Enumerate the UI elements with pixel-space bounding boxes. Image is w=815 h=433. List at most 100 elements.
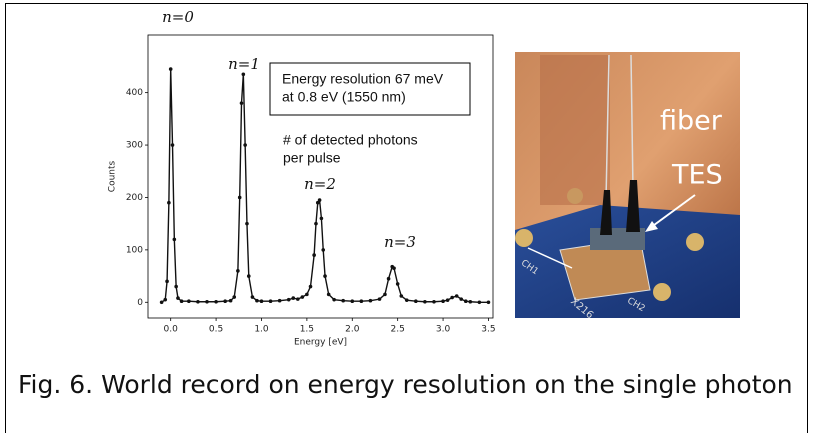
data-point <box>486 300 491 305</box>
x-tick-label: 0.0 <box>164 325 179 335</box>
data-point <box>377 297 382 301</box>
frame <box>5 3 808 433</box>
data-point <box>214 299 218 304</box>
data-point <box>477 300 482 305</box>
copper-block <box>540 55 610 205</box>
data-point <box>350 299 355 304</box>
data-point <box>268 299 273 304</box>
y-tick-label: 0 <box>137 298 143 308</box>
data-point <box>383 292 387 297</box>
photo-label: fiber <box>660 106 723 137</box>
data-point <box>187 299 191 304</box>
screw <box>686 233 704 251</box>
textbox-line: Energy resolution 67 meV <box>282 71 444 87</box>
data-point <box>399 294 404 298</box>
data-point <box>286 297 291 302</box>
data-point <box>163 297 168 302</box>
screw <box>515 229 533 247</box>
arrow <box>527 247 573 269</box>
y-tick-label: 400 <box>126 88 143 98</box>
data-point <box>319 216 324 221</box>
data-point <box>305 292 309 297</box>
data-point <box>259 299 264 304</box>
data-point <box>170 143 175 147</box>
x-tick-label: 2.0 <box>345 325 360 335</box>
data-point <box>174 284 178 289</box>
plot-frame <box>147 34 494 319</box>
data-point <box>386 276 391 281</box>
textbox-frame <box>269 62 471 116</box>
data-point <box>445 298 450 302</box>
peak-annotation: n=3 <box>384 233 416 251</box>
x-axis-label: Energy [eV] <box>294 338 347 348</box>
y-tick-label: 100 <box>126 245 143 255</box>
y-tick-label: 200 <box>126 193 143 203</box>
x-tick-label: 2.5 <box>391 325 405 335</box>
data-point <box>317 198 322 202</box>
data-point <box>255 298 259 303</box>
data-point <box>341 298 345 303</box>
data-point <box>432 299 436 304</box>
data-point <box>441 299 445 304</box>
data-point <box>167 200 171 205</box>
data-point <box>243 143 247 147</box>
note-line: # of detected photons <box>283 132 418 148</box>
data-point <box>300 295 305 299</box>
data-point <box>236 269 240 273</box>
data-point <box>414 299 418 304</box>
x-tick-label: 3.0 <box>436 325 451 335</box>
data-point <box>168 67 173 71</box>
photo: fiber TES CH1 X216 CH2 <box>515 52 740 321</box>
data-point <box>312 253 316 257</box>
textbox-line: at 0.8 eV (1550 nm) <box>282 89 406 105</box>
note-line: per pulse <box>283 150 341 166</box>
y-axis-label: Counts <box>108 160 118 192</box>
x-tick-label: 1.0 <box>254 325 269 335</box>
data-point <box>165 279 169 284</box>
screw <box>567 188 583 204</box>
data-point <box>196 299 200 304</box>
data-point <box>392 266 396 271</box>
arrow <box>649 194 696 229</box>
caption: Fig. 6. World record on energy resolutio… <box>18 370 793 399</box>
data-point <box>459 297 464 301</box>
data-point <box>179 299 184 304</box>
data-point <box>326 292 331 297</box>
data-point <box>159 300 164 305</box>
data-point <box>308 284 313 289</box>
peak-annotation: n=1 <box>228 55 260 73</box>
fiber-lines <box>605 54 634 201</box>
data-point <box>228 298 233 303</box>
data-point <box>423 299 427 304</box>
data-point <box>468 299 473 304</box>
data-point <box>223 299 227 304</box>
data-point <box>245 221 249 226</box>
data-point <box>395 282 400 286</box>
data-point <box>314 221 318 226</box>
x-tick-label: 3.5 <box>481 325 495 335</box>
data-point <box>296 297 300 301</box>
data-point <box>241 72 246 77</box>
data-point <box>277 298 282 303</box>
data-point <box>454 294 459 298</box>
fiber-holders <box>600 180 640 235</box>
x-tick-label: 0.5 <box>209 325 223 335</box>
data-point <box>239 101 244 105</box>
data-point <box>450 295 454 300</box>
arrow-head <box>645 221 658 232</box>
data-point <box>246 274 251 278</box>
data-point <box>176 296 180 300</box>
data-point <box>315 200 320 205</box>
data-point <box>291 296 296 300</box>
data-point <box>232 295 237 299</box>
photo-label: TES <box>671 160 723 191</box>
data-point <box>359 299 364 304</box>
data-point <box>323 274 327 278</box>
data-point <box>368 298 373 303</box>
peak-annotation: n=2 <box>304 175 336 193</box>
data-point <box>237 195 242 200</box>
data-point <box>463 299 468 304</box>
data-point <box>321 248 326 252</box>
y-tick-label: 300 <box>126 141 143 151</box>
